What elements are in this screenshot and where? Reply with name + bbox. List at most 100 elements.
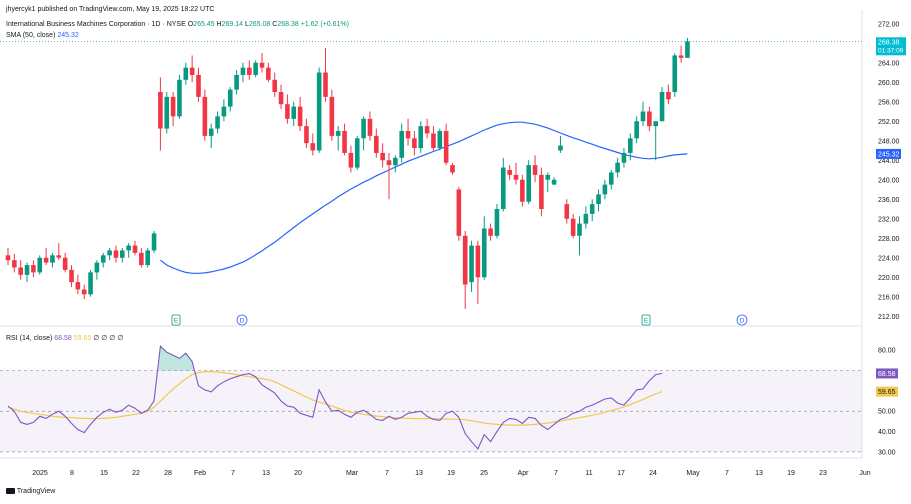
candle-body [558, 145, 563, 151]
footer: TradingView [6, 488, 55, 495]
candle [164, 92, 170, 134]
dividend-marker-circle [736, 314, 748, 326]
candle [329, 89, 335, 141]
candle-body [456, 189, 462, 236]
price-tick-label: 244.00 [878, 158, 900, 165]
candle-body [399, 131, 404, 158]
candle-body [253, 62, 258, 75]
candle-body [88, 272, 93, 295]
last-price-label: 268.38 [878, 39, 900, 46]
price-tick-label: 256.00 [878, 99, 900, 106]
candle [208, 123, 214, 149]
candle-body [507, 170, 512, 175]
rsi-ma-value: 59.65 [73, 335, 92, 342]
symbol-name[interactable]: International Business Machines Corporat… [6, 21, 186, 28]
time-tick-label: Jun [859, 470, 870, 477]
candle-body [564, 204, 570, 219]
candle-body [56, 255, 62, 258]
candle-body [43, 257, 49, 263]
candle-body [297, 106, 303, 127]
earnings-marker[interactable]: E [641, 314, 651, 326]
candle [297, 96, 303, 131]
candle [158, 77, 163, 151]
candle [100, 252, 106, 268]
rsi-label[interactable]: RSI (14, close) [6, 335, 53, 342]
candle [564, 199, 570, 224]
candle-body [469, 245, 474, 283]
sma-series [160, 121, 688, 274]
candle-body [596, 194, 601, 205]
time-tick-label: 7 [554, 470, 558, 477]
candle [513, 162, 519, 185]
rsi-band [0, 370, 862, 453]
candle-body [551, 179, 557, 185]
candle-body [221, 106, 227, 117]
candle-body [94, 262, 100, 273]
candle [412, 131, 417, 156]
rsi-extra: ∅ ∅ ∅ ∅ [93, 335, 124, 342]
candle-body [666, 92, 671, 100]
tradingview-brand: TradingView [16, 488, 56, 495]
candle-body [132, 245, 138, 253]
earnings-marker[interactable]: E [171, 314, 181, 326]
time-tick-label: 23 [819, 470, 827, 477]
candle [304, 118, 309, 149]
candle-body [18, 267, 23, 275]
candle-body [107, 250, 112, 256]
candle [177, 74, 182, 119]
candle-body [316, 72, 322, 151]
candle [418, 121, 424, 153]
time-tick-label: 7 [385, 470, 389, 477]
rsi-line [7, 345, 663, 450]
candle-body [247, 67, 252, 75]
candle [285, 94, 290, 124]
candle-body [577, 223, 582, 236]
dividend-marker[interactable]: D [736, 314, 748, 326]
candle-body [5, 255, 11, 261]
candle-body [475, 245, 481, 278]
time-tick-label: 20 [294, 470, 302, 477]
candle-body [323, 72, 328, 97]
candle [469, 240, 474, 292]
candle [31, 260, 36, 278]
time-tick-label: 22 [132, 470, 140, 477]
candle [316, 67, 322, 153]
candle [113, 245, 119, 263]
candle-body [240, 67, 246, 75]
tradingview-logo-icon [6, 488, 15, 495]
earnings-marker-box [641, 314, 651, 326]
candle [481, 216, 487, 280]
candle-body [342, 131, 347, 153]
candle [259, 53, 265, 73]
candle [18, 260, 23, 280]
rsi-value: 68.58 [54, 335, 72, 342]
candle-body [488, 228, 493, 236]
low-value: 265.08 [248, 21, 271, 28]
dividend-marker[interactable]: D [236, 314, 248, 326]
candle [570, 213, 576, 239]
candle [126, 243, 131, 258]
candle [431, 126, 436, 151]
time-tick-label: May [686, 470, 700, 477]
candle-body [501, 167, 506, 209]
candle [526, 160, 531, 205]
sma-label[interactable]: SMA (50, close) [6, 32, 56, 39]
price-axis[interactable]: 212.00 216.00 220.00 224.00 228.00 232.00 236.… [876, 21, 906, 456]
candle [278, 84, 284, 110]
rsi-legend: RSI (14, close) 68.58 59.65 ∅ ∅ ∅ ∅ [6, 334, 123, 343]
candle-body [367, 118, 373, 136]
candle [151, 230, 157, 253]
candle [399, 123, 404, 163]
rsi-tick-label: 80.00 [878, 348, 896, 355]
candle-body [12, 260, 17, 268]
candle-body [647, 111, 652, 127]
time-tick-label: 13 [415, 470, 423, 477]
price-tick-label: 252.00 [878, 119, 900, 126]
candle-body [393, 157, 398, 166]
candle-body [120, 250, 125, 258]
time-axis[interactable]: 2025 8 15 22 28 Feb 7 13 20 Mar 7 13 19 25 Apr 7 11 17 24 M… [32, 470, 871, 477]
time-tick-label: 19 [787, 470, 795, 477]
candle-body [513, 174, 519, 180]
